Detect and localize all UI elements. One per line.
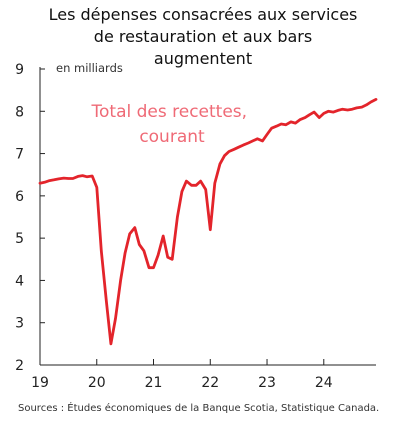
y-tick-label: 6: [15, 189, 24, 205]
chart-title-line: Les dépenses consacrées aux services: [48, 5, 358, 24]
series-label: Total des recettes, courant: [91, 102, 253, 147]
x-tick-label: 19: [31, 375, 49, 391]
x-tick-label: 21: [145, 375, 163, 391]
chart-title-line: augmentent: [153, 49, 253, 68]
y-tick-label: 8: [15, 104, 24, 120]
y-tick-label: 2: [15, 358, 24, 374]
x-tick-label: 20: [88, 375, 106, 391]
y-tick-label: 5: [15, 231, 24, 247]
series-label-line: courant: [139, 127, 205, 147]
x-axis-ticks: 19 20 21 22 23 24: [31, 359, 333, 391]
series-line-total-recettes: [38, 98, 378, 346]
y-tick-label: 3: [15, 316, 24, 332]
x-tick-label: 23: [258, 375, 276, 391]
x-tick-label: 22: [201, 375, 219, 391]
y-tick-label: 4: [15, 273, 24, 289]
chart-title: Les dépenses consacrées aux services de …: [0, 4, 406, 70]
axes: [39, 67, 376, 366]
x-tick-label: 24: [315, 375, 333, 391]
unit-label: en milliards: [56, 61, 123, 75]
y-tick-label: 9: [15, 62, 24, 78]
source-note: Sources : Études économiques de la Banqu…: [18, 403, 380, 414]
chart-title-line: de restauration et aux bars: [93, 27, 313, 46]
series-label-line: Total des recettes,: [91, 102, 248, 122]
y-axis-ticks: 2 3 4 5 6 7 8 9: [15, 62, 45, 374]
y-tick-label: 7: [15, 147, 24, 163]
